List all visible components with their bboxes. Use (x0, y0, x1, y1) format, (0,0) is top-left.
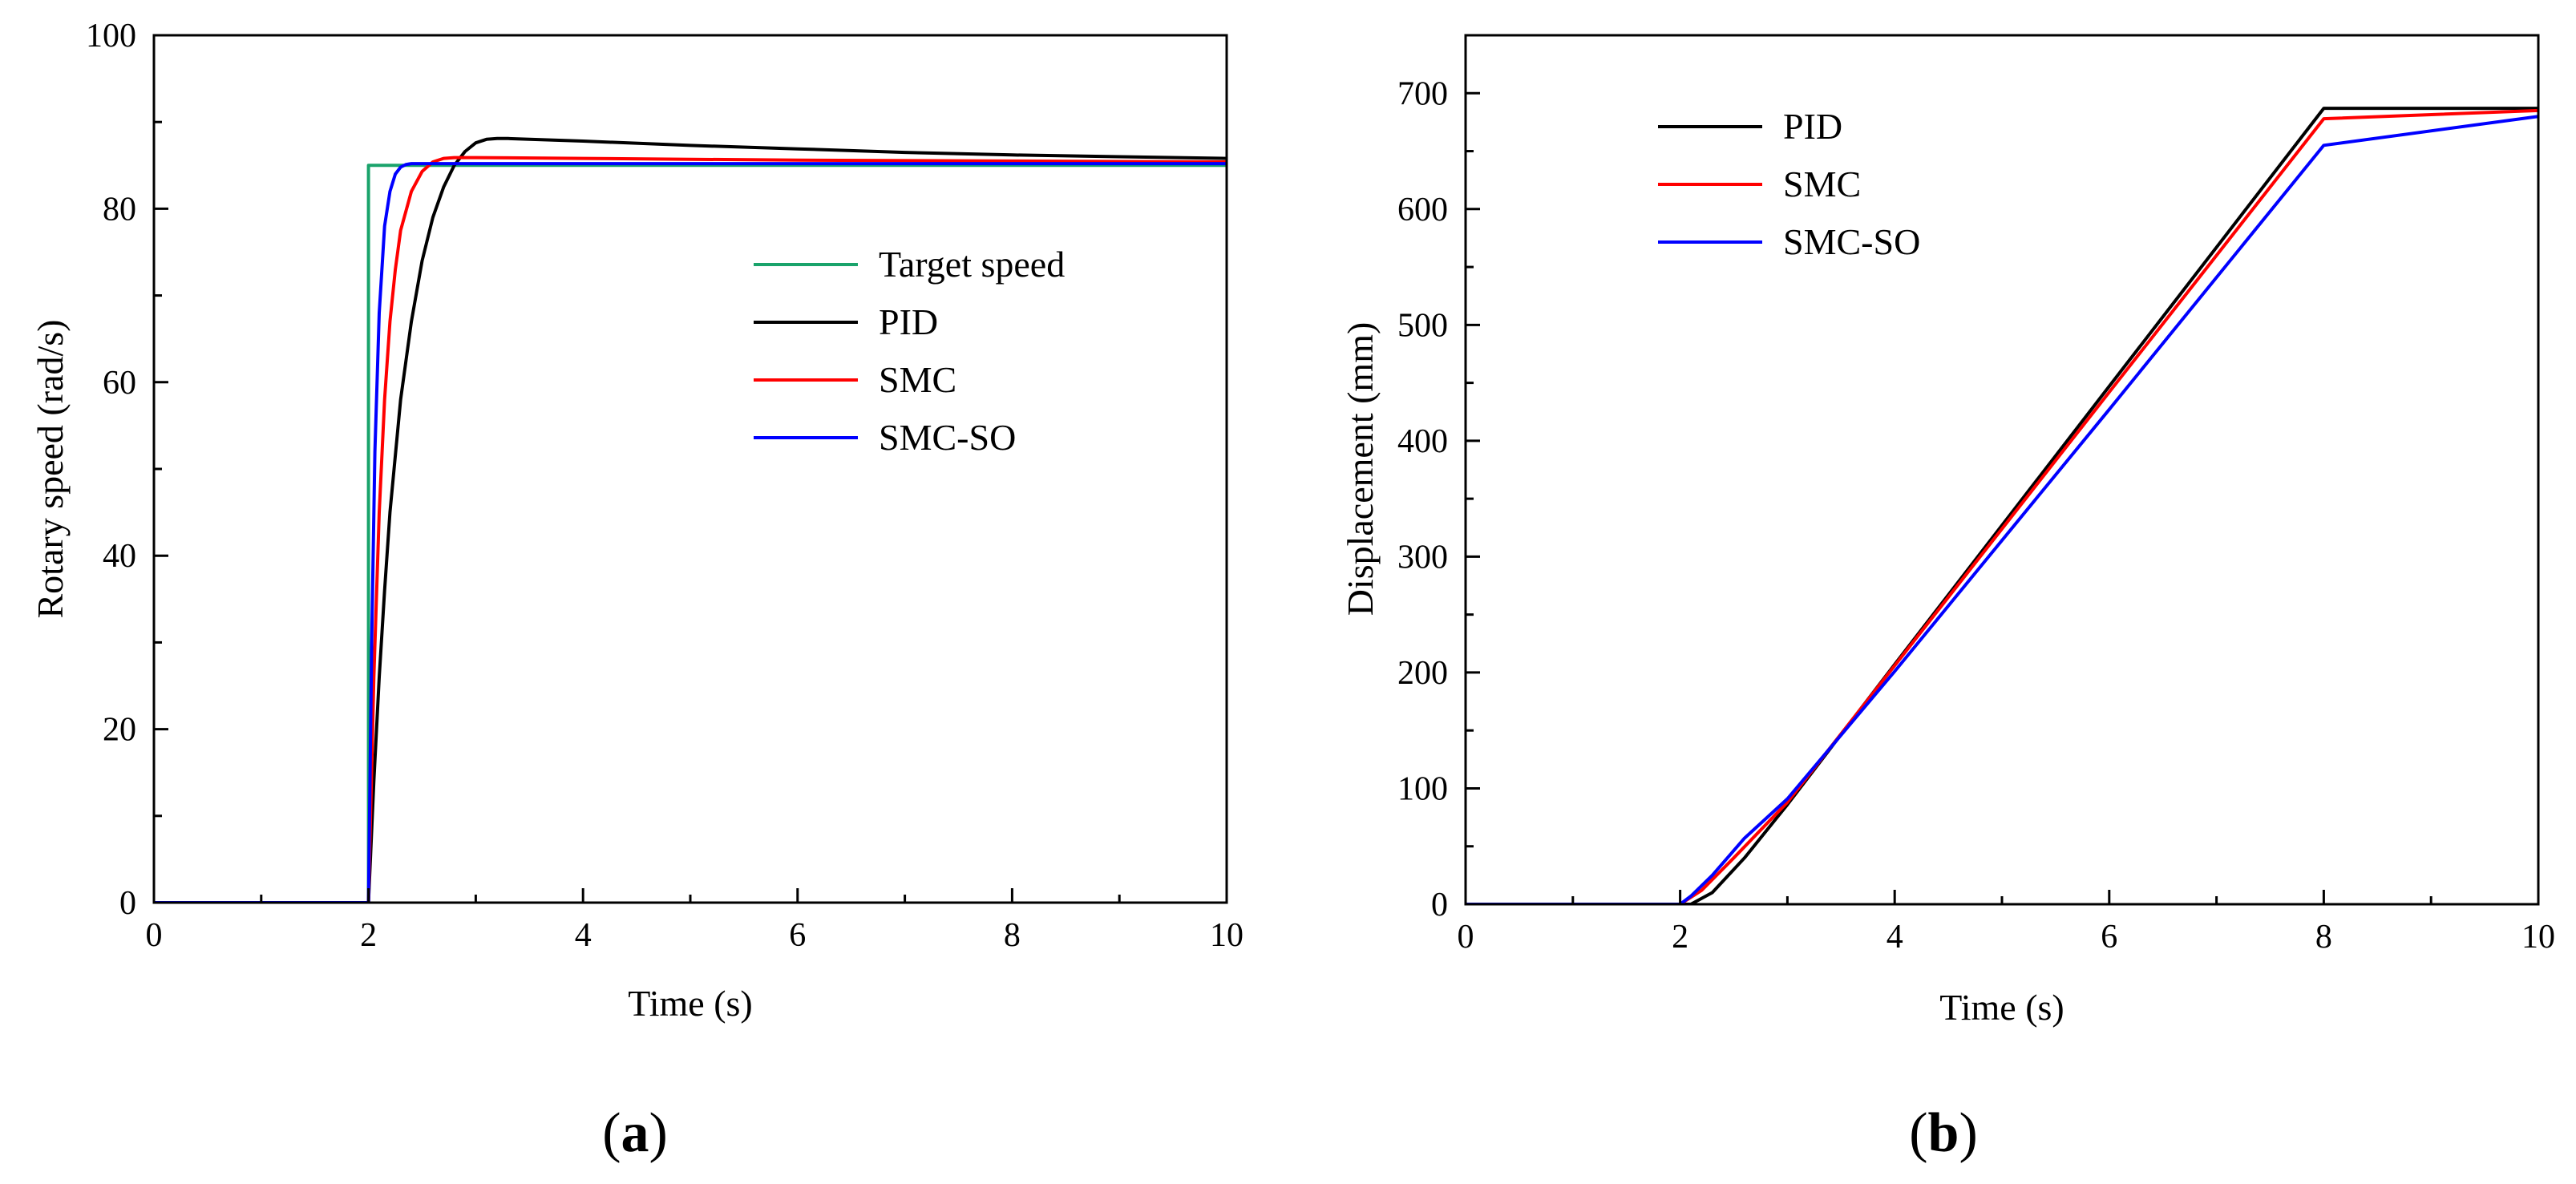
panel-a-legend-label: SMC-SO (879, 417, 1016, 458)
panel-b-y-tick-label: 500 (1397, 307, 1448, 344)
panel-b-x-tick-label: 10 (2521, 919, 2555, 956)
panel-b-series-smc (1466, 108, 2538, 904)
panel-a-legend-label: SMC (879, 359, 956, 400)
panel-b-x-tick-label: 4 (1887, 919, 1903, 956)
panel-a-series-smc-so (154, 162, 1227, 903)
panel-a-series (154, 136, 1227, 903)
panel-b-x-tick-label: 0 (1458, 919, 1474, 956)
panel-b-series-pid (1466, 107, 2538, 904)
panel-a-y-tick-label: 80 (103, 191, 136, 228)
panel-a-x-tick-label: 4 (575, 917, 592, 954)
panel-a-legend: Target speed PID SMC SMC-SO (754, 244, 1065, 458)
panel-a-x-tick-label: 10 (1210, 917, 1244, 954)
panel-b-x-tick-label: 2 (1672, 919, 1688, 956)
panel-b-y-tick-label: 700 (1397, 75, 1448, 112)
panel-a-x-tick-label: 2 (360, 917, 377, 954)
panel-b-y-tick-label: 200 (1397, 655, 1448, 692)
panel-b-y-tick-label: 400 (1397, 423, 1448, 460)
panel-a-x-tick-label: 8 (1004, 917, 1021, 954)
panel-a-y-tick-label: 60 (103, 365, 136, 402)
panel-a-y-tick-label: 0 (119, 885, 136, 922)
panel-b-y-tick-label: 600 (1397, 192, 1448, 228)
panel-a-series-target-speed (154, 164, 1227, 903)
panel-a-series-smc (154, 156, 1227, 903)
panel-a-legend-label: Target speed (879, 244, 1065, 285)
panel-a-x-tick-label: 0 (146, 917, 163, 954)
panel-a-x-axis-label: Time (s) (628, 983, 753, 1024)
panel-b-label: (b) (1909, 1102, 1978, 1164)
panel-a-label: (a) (602, 1102, 668, 1164)
panel-b-legend: PID SMC SMC-SO (1658, 106, 1920, 262)
panel-a-series-pid (154, 136, 1227, 903)
panel-b-series-smc-so (1466, 115, 2538, 904)
panel-a-y-tick-label: 100 (86, 18, 136, 55)
panel-b-legend-label: SMC (1783, 164, 1861, 204)
panel-b-y-tick-label: 100 (1397, 770, 1448, 807)
panel-b-plot-frame (1464, 34, 2540, 906)
panel-b-y-axis-label: Displacement (mm) (1340, 322, 1381, 616)
panel-a-label-letter: a (621, 1102, 649, 1164)
panel-b-series (1466, 107, 2538, 904)
panel-b-x-tick-label: 8 (2315, 919, 2332, 956)
panel-a-y-tick-label: 40 (103, 538, 136, 575)
panel-b-legend-label: PID (1783, 106, 1842, 147)
panel-a-y-axis-label: Rotary speed (rad/s) (30, 320, 71, 619)
panel-b-x-tick-label: 6 (2101, 919, 2117, 956)
panel-b-label-letter: b (1928, 1102, 1959, 1164)
panel-b-y-tick-label: 0 (1431, 887, 1448, 923)
panel-a-legend-label: PID (879, 301, 938, 342)
panel-a-y-tick-label: 20 (103, 712, 136, 749)
panel-b-y-tick-label: 300 (1397, 539, 1448, 576)
panel-a-x-tick-label: 6 (789, 917, 806, 954)
panel-b-x-axis-label: Time (s) (1939, 987, 2064, 1028)
panel-b-legend-label: SMC-SO (1783, 221, 1920, 262)
